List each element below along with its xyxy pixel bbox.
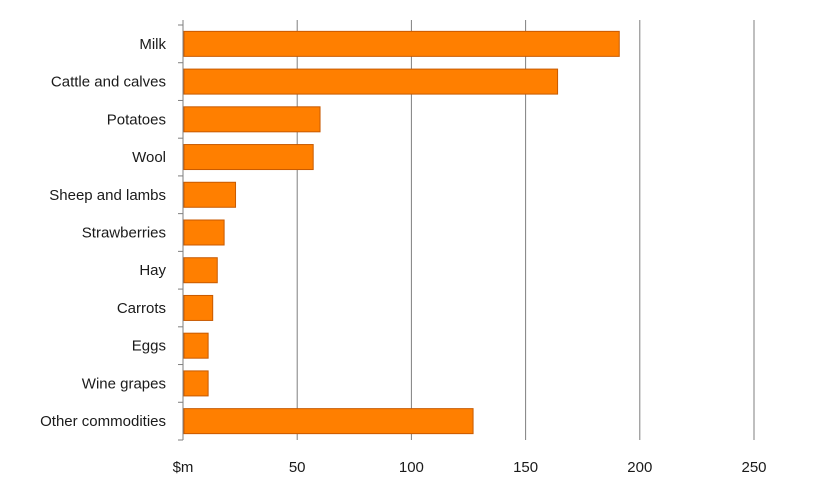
x-tick-label: 150 <box>513 459 538 476</box>
bar-carrots <box>183 294 214 321</box>
bar-hay <box>183 257 218 284</box>
axes <box>178 20 184 441</box>
bar-milk <box>183 30 620 57</box>
category-label: Wool <box>132 149 166 166</box>
x-tick-label: 200 <box>627 459 652 476</box>
category-label: Eggs <box>132 338 166 355</box>
x-tick-label: $m <box>173 459 194 476</box>
category-labels: Milk Cattle and calves Potatoes Wool Sheep a… <box>40 36 166 430</box>
x-tick-label: 50 <box>289 459 306 476</box>
category-label: Other commodities <box>40 413 166 430</box>
bar-sheep-and-lambs <box>183 181 237 208</box>
bar-strawberries <box>183 219 225 246</box>
x-tick-label: 100 <box>399 459 424 476</box>
bar-other-commodities <box>183 408 474 435</box>
bar-wool <box>183 144 314 171</box>
bar-potatoes <box>183 106 321 133</box>
category-label: Potatoes <box>107 111 166 128</box>
category-label: Sheep and lambs <box>49 187 166 204</box>
x-tick-label: 250 <box>741 459 766 476</box>
category-label: Cattle and calves <box>51 74 166 91</box>
bar-wine-grapes <box>183 370 209 397</box>
category-label: Carrots <box>117 300 166 317</box>
category-label: Milk <box>139 36 166 53</box>
x-tick-labels: $m 50 100 150 200 250 <box>173 459 767 476</box>
bar-eggs <box>183 332 209 359</box>
category-label: Strawberries <box>82 225 166 242</box>
bar-cattle-and-calves <box>183 68 559 95</box>
category-label: Wine grapes <box>82 375 166 392</box>
category-label: Hay <box>139 262 166 279</box>
bars <box>183 30 620 435</box>
